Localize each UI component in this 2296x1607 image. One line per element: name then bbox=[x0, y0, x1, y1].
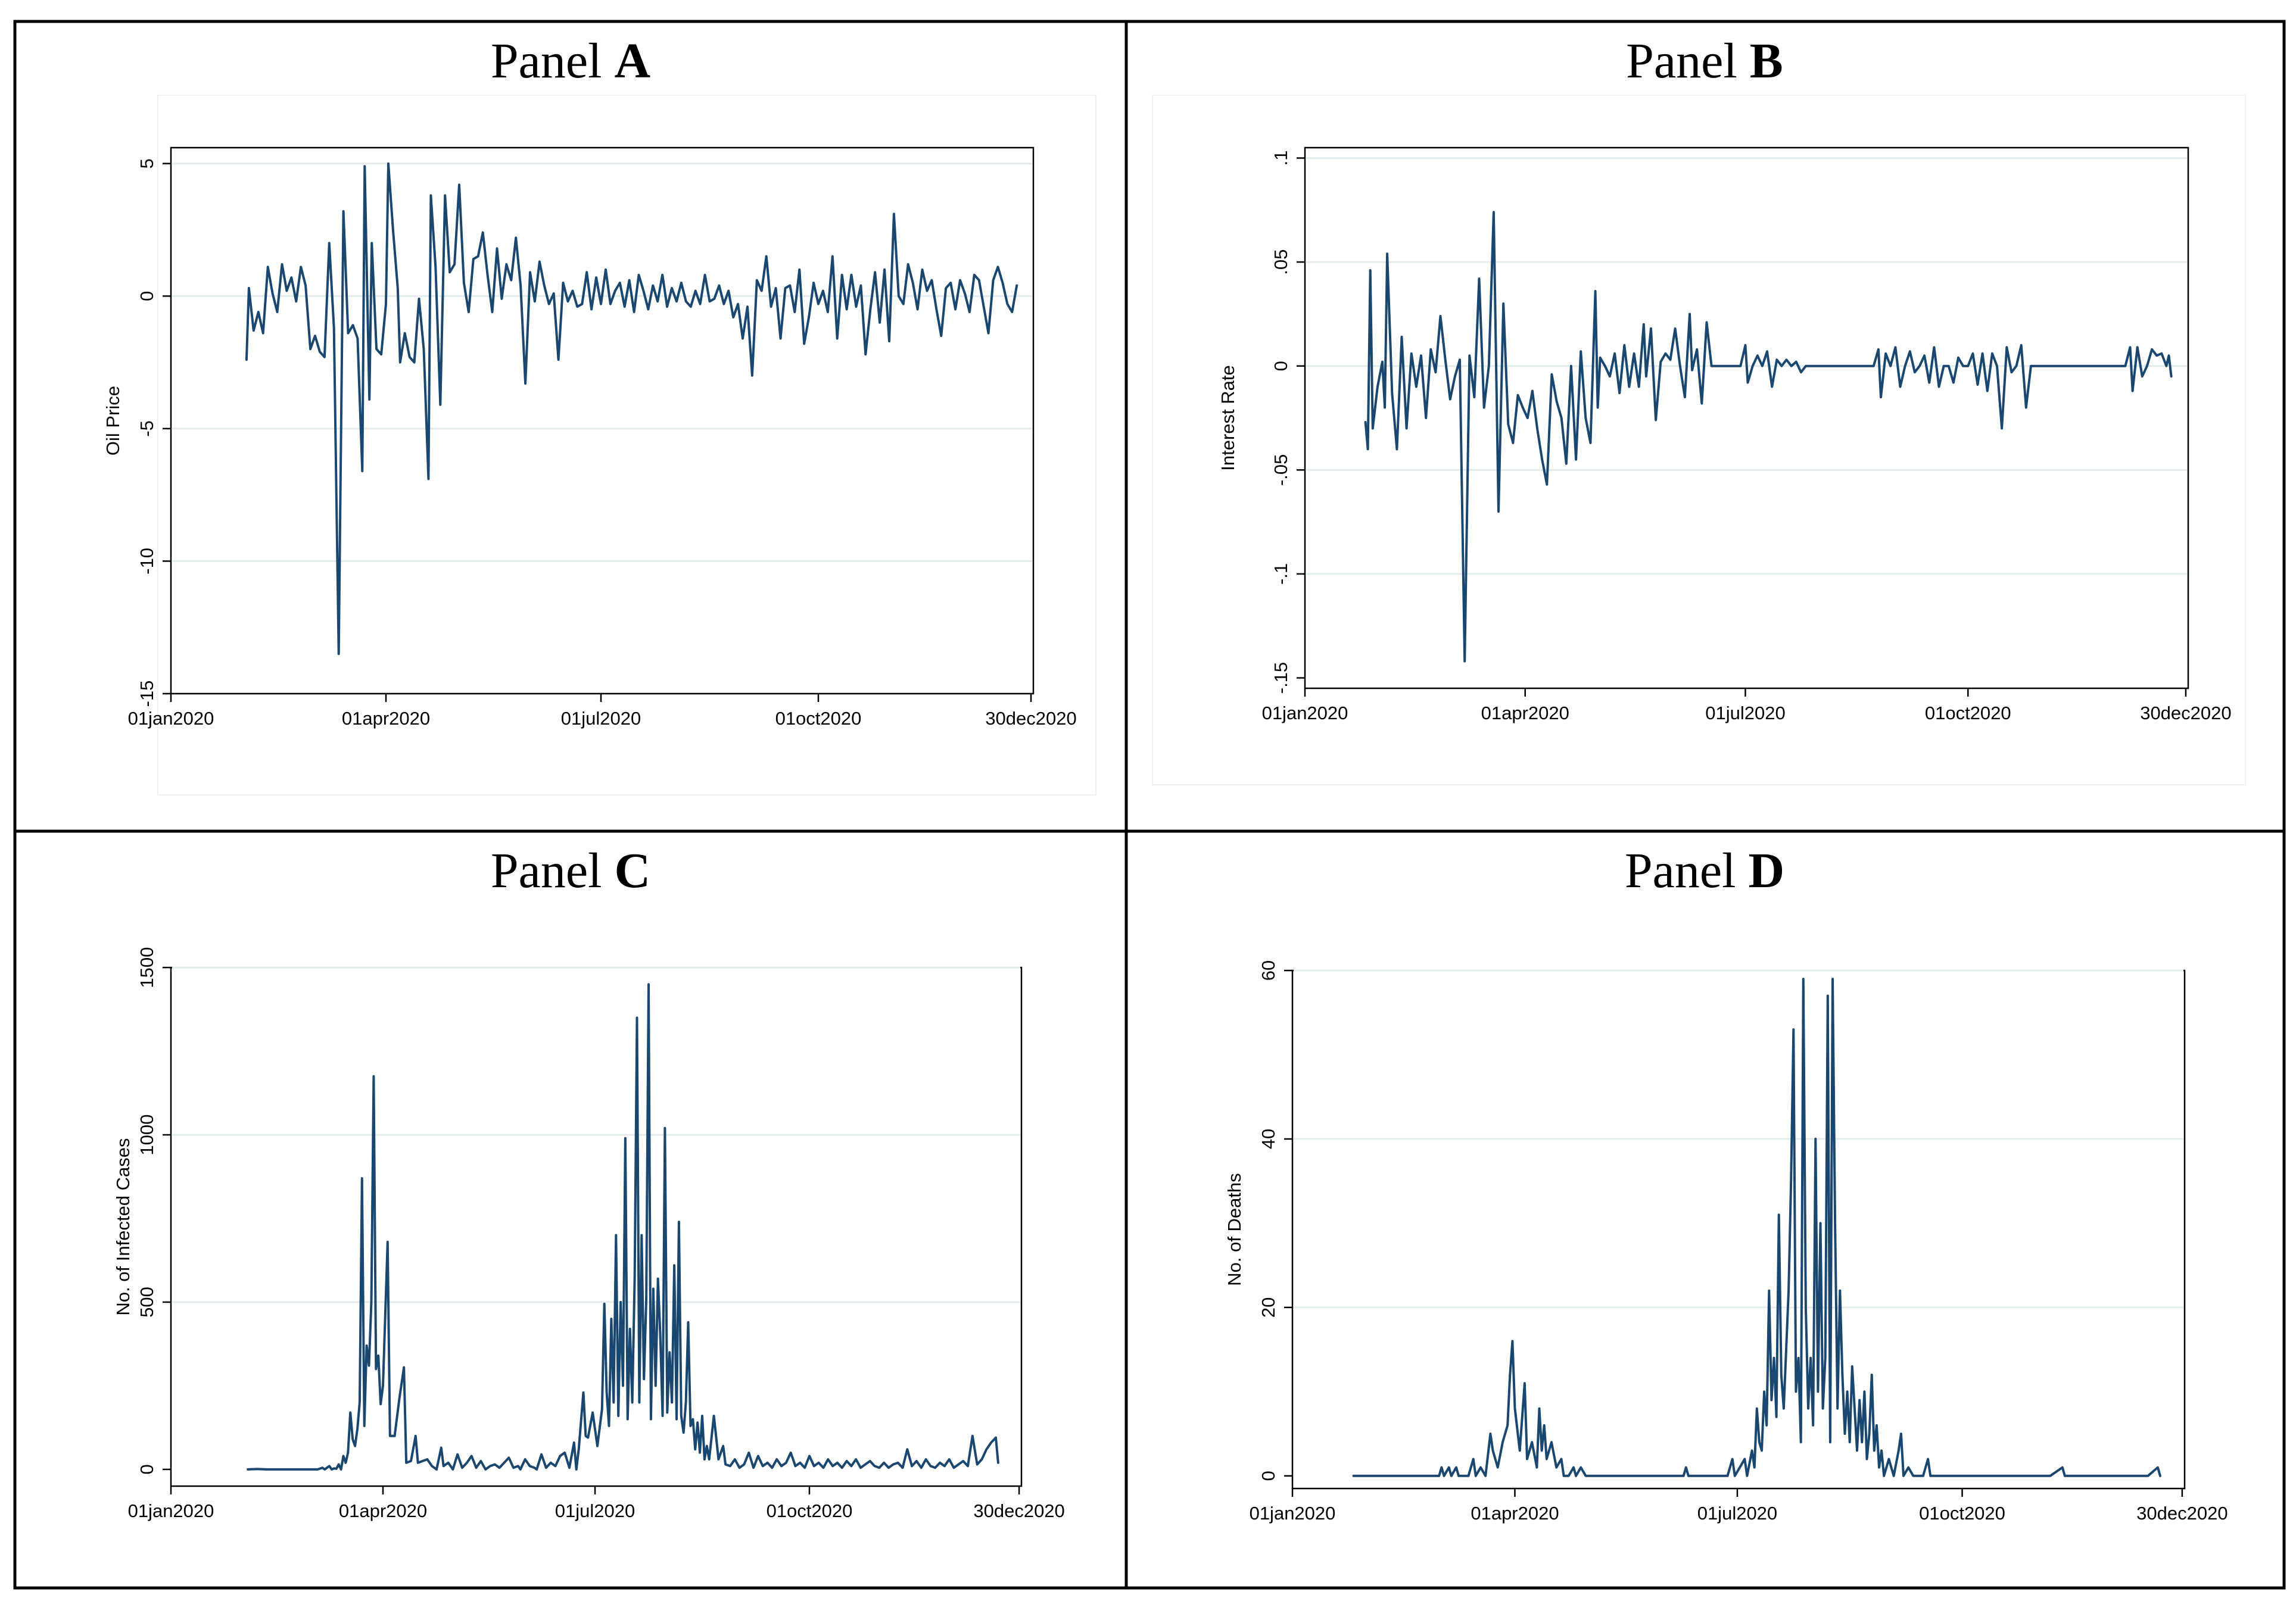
panel-d-x-tick-label: 01apr2020 bbox=[1471, 1503, 1559, 1524]
panel-d-x-tick-label: 01oct2020 bbox=[1919, 1503, 2005, 1524]
panel-c-x-tick-label: 01jul2020 bbox=[555, 1500, 635, 1521]
panel-c-title-prefix: Panel bbox=[491, 843, 615, 898]
panel-a-x-tick-label: 01jan2020 bbox=[128, 708, 214, 729]
panel-c-x-tick-label: 01apr2020 bbox=[339, 1500, 427, 1521]
panel-d-title-prefix: Panel bbox=[1625, 843, 1749, 898]
panel-a-x-tick-label: 30dec2020 bbox=[985, 708, 1076, 729]
panel-b-y-tick-label: -.15 bbox=[1270, 662, 1291, 694]
panel-b-y-tick-label: 0 bbox=[1270, 361, 1291, 371]
panel-b-title: Panel B bbox=[1626, 33, 1783, 89]
panel-d-x-tick-label: 01jul2020 bbox=[1697, 1503, 1777, 1524]
panel-b-y-tick-label: .1 bbox=[1270, 151, 1291, 166]
panel-b: Panel B .1 .05 0 -.05 -.1 -.15 01jan2020 01apr20… bbox=[1152, 33, 2246, 785]
panel-a-title-prefix: Panel bbox=[491, 33, 615, 89]
panel-b-title-prefix: Panel bbox=[1626, 33, 1750, 89]
panel-d: Panel D 60 40 20 0 01jan2020 01apr2020 01jul202… bbox=[1224, 843, 2228, 1524]
panel-c-x-tick-label: 01jan2020 bbox=[128, 1500, 214, 1521]
panel-b-y-tick-label: -.05 bbox=[1270, 454, 1291, 486]
panel-d-y-tick-label: 40 bbox=[1258, 1129, 1279, 1149]
panel-d-plot-area bbox=[1291, 969, 2186, 1490]
panel-a-y-tick-label: 0 bbox=[136, 291, 157, 301]
panel-d-y-axis-title: No. of Deaths bbox=[1224, 1173, 1245, 1286]
panel-b-x-tick-label: 01jan2020 bbox=[1262, 703, 1348, 723]
panel-d-x-tick-label: 30dec2020 bbox=[2136, 1503, 2228, 1524]
panel-b-plot-area bbox=[1304, 146, 2189, 689]
panel-a-x-tick-label: 01jul2020 bbox=[561, 708, 641, 729]
panel-a-y-tick-label: -5 bbox=[136, 420, 157, 437]
panel-a-series-line bbox=[245, 162, 1018, 656]
panel-d-x-tick-label: 01jan2020 bbox=[1250, 1503, 1336, 1524]
panel-d-y-tick-label: 60 bbox=[1258, 960, 1279, 981]
panel-d-y-tick-label: 0 bbox=[1258, 1471, 1279, 1481]
panel-c: Panel C 1500 1000 500 0 01jan2020 01apr2020 01j… bbox=[113, 843, 1065, 1521]
panel-b-series-line bbox=[1364, 211, 2173, 663]
panel-c-y-tick-label: 0 bbox=[136, 1464, 157, 1474]
panel-a-y-tick-label: -10 bbox=[136, 548, 157, 575]
panel-b-x-tick-label: 30dec2020 bbox=[2140, 703, 2231, 723]
panel-a-y-tick-label: 5 bbox=[136, 158, 157, 168]
panel-c-series-line bbox=[247, 983, 999, 1471]
panel-a-title-letter: A bbox=[614, 33, 650, 89]
panel-b-y-axis-title: Interest Rate bbox=[1217, 365, 1238, 470]
panel-d-title: Panel D bbox=[1625, 843, 1784, 898]
panel-c-x-tick-label: 30dec2020 bbox=[973, 1500, 1064, 1521]
panel-d-y-tick-label: 20 bbox=[1258, 1297, 1279, 1318]
panel-c-title-letter: C bbox=[614, 843, 650, 898]
panel-c-x-tick-label: 01oct2020 bbox=[767, 1500, 853, 1521]
panel-b-title-letter: B bbox=[1750, 33, 1783, 89]
panel-b-y-tick-label: .05 bbox=[1270, 249, 1291, 275]
panel-b-y-tick-label: -.1 bbox=[1270, 563, 1291, 585]
panel-d-series-line bbox=[1352, 978, 2161, 1477]
figure-outer-frame bbox=[13, 20, 2286, 1590]
panel-c-y-tick-label: 500 bbox=[136, 1287, 157, 1318]
panel-c-title: Panel C bbox=[491, 843, 650, 898]
panel-a-plot-area bbox=[170, 146, 1035, 695]
panel-a-y-tick-label: -15 bbox=[136, 681, 157, 707]
panel-d-title-letter: D bbox=[1748, 843, 1784, 898]
panel-c-plot-area bbox=[170, 966, 1023, 1487]
panel-c-y-tick-label: 1500 bbox=[136, 947, 157, 988]
panel-a-title: Panel A bbox=[491, 33, 651, 89]
panel-a-x-tick-label: 01apr2020 bbox=[342, 708, 430, 729]
panel-c-y-tick-label: 1000 bbox=[136, 1114, 157, 1155]
panel-c-y-axis-title: No. of Infected Cases bbox=[113, 1138, 133, 1315]
panel-b-x-tick-label: 01jul2020 bbox=[1705, 703, 1785, 723]
panel-b-x-tick-label: 01apr2020 bbox=[1481, 703, 1569, 723]
panel-b-x-tick-label: 01oct2020 bbox=[1925, 703, 2011, 723]
panel-a-x-tick-label: 01oct2020 bbox=[775, 708, 862, 729]
panel-a-y-axis-title: Oil Price bbox=[102, 386, 123, 455]
